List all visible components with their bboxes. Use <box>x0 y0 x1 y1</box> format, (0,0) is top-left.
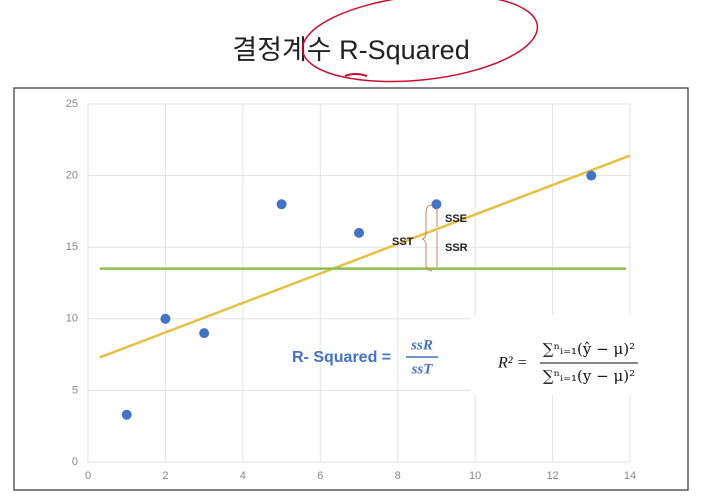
x-tick-label: 2 <box>162 470 168 482</box>
sst-brace <box>421 204 433 272</box>
frac-den: ssT <box>411 361 434 377</box>
sst-label: SST <box>392 236 414 248</box>
formula-num: ∑ⁿᵢ₌₁(ŷ − μ)² <box>543 340 635 358</box>
point <box>121 409 132 420</box>
x-tick-label: 8 <box>395 470 401 482</box>
y-tick-label: 0 <box>72 456 78 468</box>
formula-lhs: R² = <box>497 355 527 372</box>
y-tick-label: 15 <box>66 241 78 253</box>
sse-label: SSE <box>445 213 467 225</box>
y-tick-label: 10 <box>66 313 78 325</box>
x-tick-label: 10 <box>469 470 481 482</box>
ssr-label: SSR <box>445 242 468 254</box>
formula-den: ∑ⁿᵢ₌₁(y − μ)² <box>543 367 635 385</box>
r-squared-label: R- Squared = <box>292 349 391 366</box>
pen-mark <box>344 73 368 77</box>
point <box>586 170 597 181</box>
y-tick-label: 25 <box>66 98 78 110</box>
plot-area: 0 5 10 15 20 25 0 2 4 6 8 10 12 14 <box>66 98 636 482</box>
point <box>276 199 287 210</box>
point <box>199 328 210 339</box>
y-tick-label: 20 <box>66 170 78 182</box>
x-tick-label: 0 <box>85 470 91 482</box>
y-tick-label: 5 <box>72 384 78 396</box>
x-tick-label: 4 <box>240 470 246 482</box>
x-tick-label: 6 <box>317 470 323 482</box>
highlight-ellipse <box>301 0 539 83</box>
point <box>354 227 364 238</box>
point <box>160 313 171 324</box>
deviation-brackets <box>421 204 438 272</box>
x-tick-label: 14 <box>624 470 636 482</box>
chart-frame <box>13 87 689 491</box>
frac-num: ssR <box>410 337 433 353</box>
formula-box <box>470 315 642 395</box>
line <box>99 154 631 359</box>
point <box>431 199 442 210</box>
x-tick-label: 12 <box>546 470 558 482</box>
chart-title: 결정계수 R-Squared <box>232 35 469 65</box>
